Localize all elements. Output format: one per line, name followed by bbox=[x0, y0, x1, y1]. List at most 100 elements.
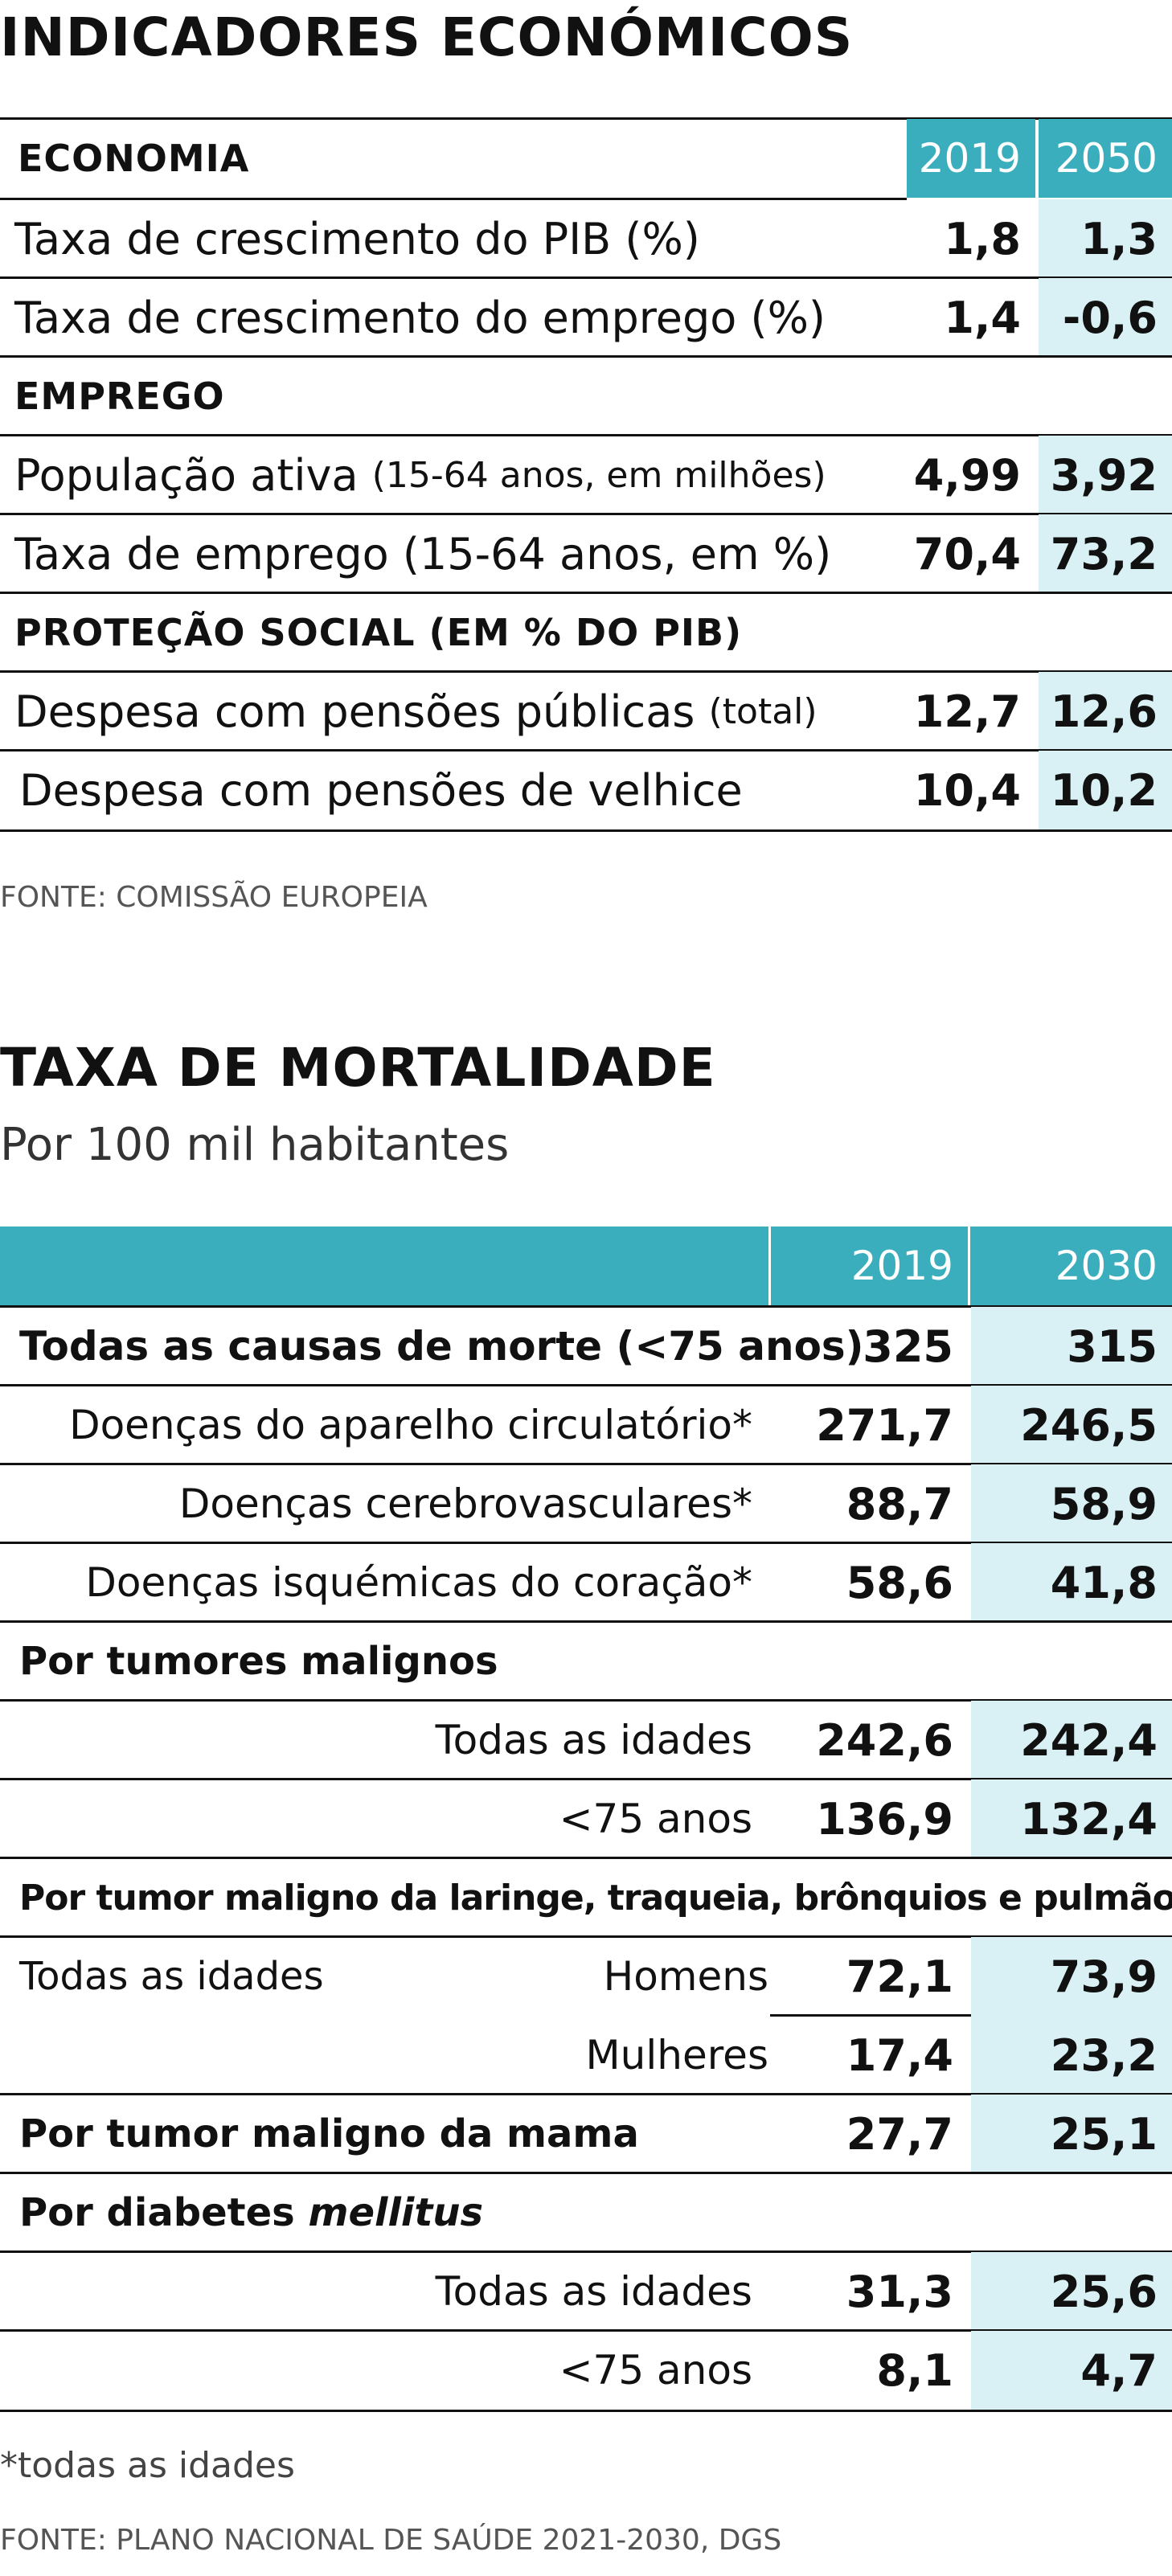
value-2030: 242,4 bbox=[971, 1701, 1172, 1779]
row-label: Todas as causas de morte (<75 anos) bbox=[19, 1323, 864, 1370]
value-2030: 132,4 bbox=[971, 1779, 1172, 1858]
section-row: Por diabetes mellitus bbox=[0, 2173, 1172, 2252]
value-2030: 73,9 bbox=[971, 1937, 1172, 2016]
header-year-2030: 2030 bbox=[1055, 1243, 1158, 1289]
divider bbox=[0, 2250, 1172, 2253]
divider bbox=[0, 1699, 1172, 1702]
diabetes-label: Por diabetes mellitus bbox=[19, 2173, 483, 2252]
divider bbox=[0, 276, 1172, 279]
header-year-2050: 2050 bbox=[1039, 119, 1172, 198]
row-label: Doenças do aparelho circulatório* bbox=[69, 1402, 752, 1448]
value-2019: 88,7 bbox=[846, 1478, 953, 1530]
row-label: <75 anos bbox=[559, 1796, 752, 1842]
divider bbox=[0, 1857, 1172, 1859]
value-2030: 25,6 bbox=[971, 2252, 1172, 2331]
value-2019: 72,1 bbox=[846, 1951, 953, 2002]
value-2030: 58,9 bbox=[971, 1464, 1172, 1543]
table-row: Despesa com pensões públicas (total) 12,… bbox=[0, 672, 1172, 751]
divider bbox=[0, 1305, 1172, 1308]
row-label-main: População ativa bbox=[14, 449, 359, 501]
value-2030: 315 bbox=[971, 1307, 1172, 1386]
row-label: Por tumor maligno da mama bbox=[19, 2111, 639, 2156]
value-2019: 27,7 bbox=[846, 2108, 953, 2160]
lung-group-label: Todas as idades bbox=[19, 1954, 324, 1999]
section-row: EMPREGO bbox=[0, 357, 1172, 436]
value-2019: 1,8 bbox=[944, 213, 1021, 264]
divider bbox=[0, 1542, 1172, 1544]
mortality-source: FONTE: PLANO NACIONAL DE SAÚDE 2021-2030… bbox=[0, 2524, 782, 2557]
table-row: Taxa de crescimento do PIB (%) 1,8 1,3 bbox=[0, 199, 1172, 278]
lung-label: Por tumor maligno da laringe, traqueia, … bbox=[19, 1877, 1172, 1919]
table-row: Por tumor maligno da mama 27,7 25,1 bbox=[0, 2095, 1172, 2173]
value-2019: 8,1 bbox=[876, 2345, 953, 2396]
value-2050: 73,2 bbox=[1039, 514, 1172, 593]
diabetes-label-prefix: Por diabetes bbox=[19, 2190, 309, 2235]
divider bbox=[0, 2410, 1172, 2412]
value-2019: 1,4 bbox=[944, 292, 1021, 343]
table-row: Todas as idades 242,6 242,4 bbox=[0, 1701, 1172, 1779]
section-economy-label: ECONOMIA bbox=[18, 137, 250, 180]
value-2019: 31,3 bbox=[846, 2266, 953, 2317]
divider bbox=[0, 513, 1172, 515]
row-label: Despesa com pensões públicas (total) bbox=[14, 672, 818, 751]
value-2019: 12,7 bbox=[913, 686, 1021, 737]
section-row: Por tumor maligno da laringe, traqueia, … bbox=[0, 1858, 1172, 1937]
row-label: Homens bbox=[603, 1953, 768, 2000]
row-label-main: Despesa com pensões públicas bbox=[14, 686, 695, 737]
divider bbox=[0, 592, 1172, 594]
row-label: Mulheres bbox=[585, 2032, 768, 2078]
divider bbox=[0, 829, 1172, 832]
value-2050: 12,6 bbox=[1039, 672, 1172, 751]
value-2030: 246,5 bbox=[971, 1386, 1172, 1464]
row-label-note: (total) bbox=[708, 690, 818, 732]
section-social-label: PROTEÇÃO SOCIAL (EM % DO PIB) bbox=[14, 611, 743, 654]
value-2050: 1,3 bbox=[1039, 199, 1172, 278]
row-label: Despesa com pensões de velhice bbox=[19, 764, 743, 816]
divider bbox=[0, 749, 1172, 752]
row-label: Taxa de crescimento do PIB (%) bbox=[14, 213, 700, 264]
row-label: <75 anos bbox=[559, 2347, 752, 2394]
mortality-header-row: 2019 2030 bbox=[0, 1227, 1172, 1305]
table-row: População ativa (15-64 anos, em milhões)… bbox=[0, 436, 1172, 514]
section-employment-label: EMPREGO bbox=[14, 375, 225, 418]
table-row: Todas as idades Homens 72,1 73,9 bbox=[0, 1937, 1172, 2016]
divider bbox=[0, 2329, 1172, 2332]
value-2030: 41,8 bbox=[971, 1543, 1172, 1622]
table-row: Doenças do aparelho circulatório* 271,7 … bbox=[0, 1386, 1172, 1464]
footnote: *todas as idades bbox=[0, 2445, 295, 2486]
row-label: Todas as idades bbox=[435, 1717, 752, 1763]
diabetes-label-italic: mellitus bbox=[308, 2190, 484, 2235]
value-2019: 242,6 bbox=[816, 1714, 953, 1766]
value-2030: 23,2 bbox=[971, 2016, 1172, 2095]
divider bbox=[0, 1778, 1172, 1780]
divider bbox=[0, 1620, 1172, 1623]
divider bbox=[0, 1935, 1172, 1938]
value-2019: 58,6 bbox=[846, 1557, 953, 1608]
economic-title: INDICADORES ECONÓMICOS bbox=[0, 6, 854, 68]
divider bbox=[0, 434, 1172, 436]
table-row: <75 anos 136,9 132,4 bbox=[0, 1779, 1172, 1858]
header-year-2019: 2019 bbox=[850, 1243, 953, 1289]
row-label: Doenças isquémicas do coração* bbox=[85, 1559, 752, 1606]
header-year-2019: 2019 bbox=[907, 119, 1035, 198]
divider bbox=[0, 1463, 1172, 1465]
economic-header-row: ECONOMIA 2019 2050 bbox=[0, 119, 1172, 198]
value-2050: 10,2 bbox=[1039, 751, 1172, 829]
value-2050: -0,6 bbox=[1039, 278, 1172, 357]
row-label: Todas as idades bbox=[435, 2268, 752, 2315]
divider bbox=[0, 2172, 1172, 2174]
value-2030: 4,7 bbox=[971, 2331, 1172, 2410]
economic-source: FONTE: COMISSÃO EUROPEIA bbox=[0, 881, 428, 914]
value-2030: 25,1 bbox=[971, 2095, 1172, 2173]
tumors-label: Por tumores malignos bbox=[19, 1639, 498, 1684]
row-label: População ativa (15-64 anos, em milhões) bbox=[14, 436, 826, 514]
value-2019: 4,99 bbox=[913, 449, 1021, 501]
table-row: Taxa de crescimento do emprego (%) 1,4 -… bbox=[0, 278, 1172, 357]
row-label: Taxa de crescimento do emprego (%) bbox=[14, 292, 826, 343]
divider bbox=[0, 117, 1172, 120]
section-row: PROTEÇÃO SOCIAL (EM % DO PIB) bbox=[0, 593, 1172, 672]
row-label: Doenças cerebrovasculares* bbox=[178, 1480, 752, 1527]
mortality-title: TAXA DE MORTALIDADE bbox=[0, 1037, 716, 1099]
table-row: Taxa de emprego (15-64 anos, em %) 70,4 … bbox=[0, 514, 1172, 593]
table-row: Doenças cerebrovasculares* 88,7 58,9 bbox=[0, 1464, 1172, 1543]
